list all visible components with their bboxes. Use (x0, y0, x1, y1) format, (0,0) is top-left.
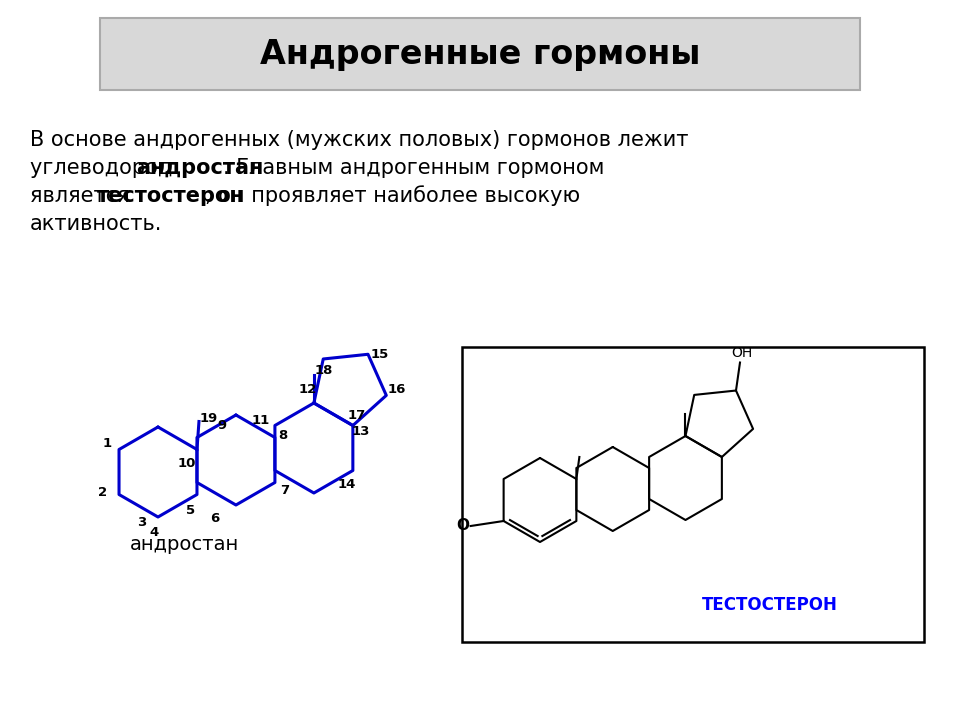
Text: 9: 9 (217, 418, 227, 431)
Bar (462, 347, 924, 642)
Text: углеводород: углеводород (30, 158, 179, 178)
Text: 16: 16 (387, 383, 405, 396)
Text: андростан: андростан (136, 158, 263, 178)
Text: активность.: активность. (30, 214, 162, 234)
Text: 6: 6 (210, 513, 219, 526)
Text: O: O (456, 518, 469, 534)
Text: 1: 1 (103, 437, 111, 450)
Text: 17: 17 (348, 409, 366, 422)
Text: 2: 2 (99, 486, 108, 499)
Text: Андрогенные гормоны: Андрогенные гормоны (260, 37, 700, 71)
Text: 12: 12 (299, 382, 317, 395)
FancyBboxPatch shape (100, 18, 860, 90)
Text: OH: OH (732, 346, 753, 359)
Text: 15: 15 (371, 348, 389, 361)
Text: 19: 19 (200, 412, 218, 425)
Text: 18: 18 (315, 364, 333, 377)
Text: андростан: андростан (130, 536, 239, 554)
Text: является: является (30, 186, 136, 206)
Text: ТЕСТОСТЕРОН: ТЕСТОСТЕРОН (702, 596, 838, 614)
Text: тестостерон: тестостерон (97, 186, 245, 206)
Text: , он проявляет наиболее высокую: , он проявляет наиболее высокую (205, 186, 580, 207)
Text: 8: 8 (278, 429, 288, 442)
Text: . Главным андрогенным гормоном: . Главным андрогенным гормоном (223, 158, 605, 178)
Text: 7: 7 (280, 484, 290, 497)
Text: 4: 4 (150, 526, 158, 539)
Text: В основе андрогенных (мужских половых) гормонов лежит: В основе андрогенных (мужских половых) г… (30, 130, 688, 150)
Text: 14: 14 (338, 478, 356, 491)
Text: 11: 11 (252, 414, 270, 427)
Text: 13: 13 (351, 425, 370, 438)
Text: 5: 5 (186, 504, 196, 517)
Text: 10: 10 (178, 457, 196, 470)
Text: 3: 3 (137, 516, 147, 529)
